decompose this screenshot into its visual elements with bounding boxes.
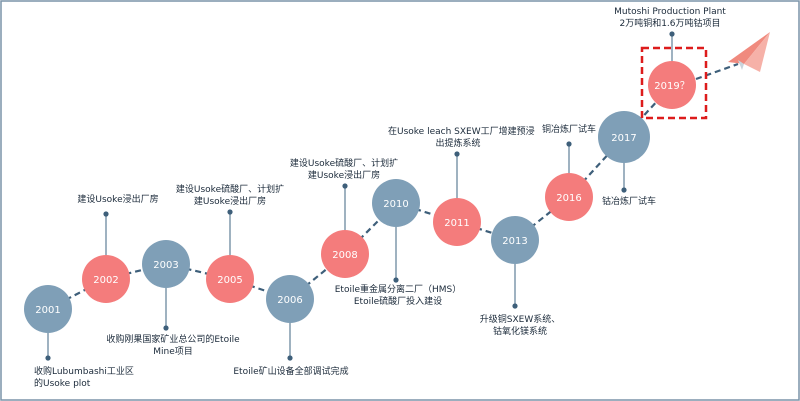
caption-stems: [45, 31, 675, 361]
caption-2013-line-2: 钴氧化镁系统: [492, 327, 547, 337]
milestone-circle: [206, 255, 254, 303]
milestone-1: 2002: [82, 255, 130, 303]
milestone-year: 2001: [35, 305, 60, 316]
milestone-circle: [321, 230, 369, 278]
caption-2008: 建设Usoke硫酸厂、计划扩 建Usoke浸出厂房: [284, 158, 404, 182]
milestone-year: 2005: [217, 275, 242, 286]
milestone-year: 2010: [383, 199, 408, 210]
milestone-0: 2001: [24, 285, 72, 333]
caption-2002-line-1: 建设Usoke浸出厂房: [77, 195, 159, 205]
paper-plane-icon: [728, 32, 770, 72]
milestone-4: 2006: [266, 275, 314, 323]
milestone-9: 2016: [545, 173, 593, 221]
milestone-year: 2016: [556, 193, 581, 204]
caption-2003-line-2: Mine项目: [153, 347, 193, 357]
milestone-year: 2006: [277, 295, 302, 306]
milestone-circle: [491, 216, 539, 264]
stem-dot: [287, 355, 293, 361]
milestone-year: 2013: [502, 236, 527, 247]
arrow-link: [695, 62, 739, 81]
milestone-circle: [24, 285, 72, 333]
stem-dot: [621, 187, 627, 193]
caption-2002: 建设Usoke浸出厂房: [58, 194, 178, 206]
caption-2005-line-1: 建设Usoke硫酸厂、计划扩: [175, 185, 285, 195]
caption-2003-line-1: 收购刚果国家矿业总公司的Etoile: [106, 335, 240, 345]
caption-2016-line-1: 铜冶炼厂试车: [541, 125, 596, 135]
milestone-circle: [648, 61, 696, 109]
milestone-11: 2019？: [648, 61, 696, 109]
milestone-year: 2003: [153, 260, 178, 271]
caption-2019-line-2: 2万吨铜和1.6万吨钴项目: [619, 19, 721, 29]
milestone-year: 2011: [444, 218, 469, 229]
caption-2001-line-1: 收购Lubumbashi工业区: [34, 367, 134, 377]
caption-2011: 在Usoke leach SXEW工厂增建预浸 出提炼系统: [388, 126, 535, 150]
milestone-circle: [545, 173, 593, 221]
milestone-circle: [82, 255, 130, 303]
caption-2006-line-1: Etoile矿山设备全部调试完成: [233, 367, 349, 377]
milestone-6: 2010: [372, 179, 420, 227]
caption-2017: 钴冶炼厂试车: [584, 196, 674, 208]
caption-2010: Etoile重金属分离二厂（HMS） Etoile硫酸厂投入建设: [334, 284, 462, 308]
caption-2013-line-1: 升级铜SXEW系统、: [479, 315, 561, 325]
milestone-circle: [266, 275, 314, 323]
milestone-circle: [598, 111, 650, 163]
caption-2008-line-2: 建Usoke浸出厂房: [307, 171, 381, 181]
caption-2016: 铜冶炼厂试车: [524, 124, 614, 136]
caption-2019: Mutoshi Production Plant 2万吨铜和1.6万吨钴项目: [600, 6, 740, 30]
caption-2017-line-1: 钴冶炼厂试车: [601, 197, 656, 207]
stem-dot: [669, 31, 675, 37]
arrow-connector-line: [695, 62, 739, 81]
stem-dot: [227, 209, 233, 215]
milestone-circle: [433, 198, 481, 246]
stem-dot: [454, 151, 460, 157]
milestone-5: 2008: [321, 230, 369, 278]
caption-2003: 收购刚果国家矿业总公司的Etoile Mine项目: [98, 334, 248, 358]
caption-2006: Etoile矿山设备全部调试完成: [218, 366, 364, 378]
milestone-7: 2011: [433, 198, 481, 246]
caption-2001: 收购Lubumbashi工业区 的Usoke plot: [34, 366, 134, 390]
milestone-year: 2019？: [654, 81, 689, 92]
caption-2010-line-2: Etoile硫酸厂投入建设: [353, 297, 443, 307]
caption-2008-line-1: 建设Usoke硫酸厂、计划扩: [289, 159, 399, 169]
highlight-box: [640, 46, 708, 120]
milestone-year: 2017: [611, 133, 636, 144]
milestone-nodes: 2001 2002 2003 2005 2006 2008 2010 2011 2013 2016…: [24, 61, 696, 333]
caption-2001-line-2: 的Usoke plot: [34, 379, 91, 389]
caption-2005: 建设Usoke硫酸厂、计划扩 建Usoke浸出厂房: [170, 184, 290, 208]
milestone-3: 2005: [206, 255, 254, 303]
caption-2013: 升级铜SXEW系统、 钴氧化镁系统: [470, 314, 570, 338]
milestone-8: 2013: [491, 216, 539, 264]
caption-2011-line-1: 在Usoke leach SXEW工厂增建预浸: [388, 127, 535, 137]
stem-dot: [163, 325, 169, 331]
milestone-10: 2017: [598, 111, 650, 163]
caption-2011-line-2: 出提炼系统: [435, 139, 481, 149]
milestone-circle: [142, 240, 190, 288]
stem-dot: [566, 141, 572, 147]
milestone-year: 2008: [332, 250, 357, 261]
caption-2010-line-1: Etoile重金属分离二厂（HMS）: [334, 285, 462, 295]
stem-dot: [103, 211, 109, 217]
milestone-year: 2002: [93, 275, 118, 286]
milestone-circle: [372, 179, 420, 227]
caption-2005-line-2: 建Usoke浸出厂房: [193, 197, 267, 207]
stem-dot: [342, 183, 348, 189]
caption-2019-line-1: Mutoshi Production Plant: [614, 7, 726, 17]
stem-dot: [45, 355, 51, 361]
milestone-2: 2003: [142, 240, 190, 288]
stem-dot: [393, 277, 399, 283]
stem-dot: [512, 303, 518, 309]
